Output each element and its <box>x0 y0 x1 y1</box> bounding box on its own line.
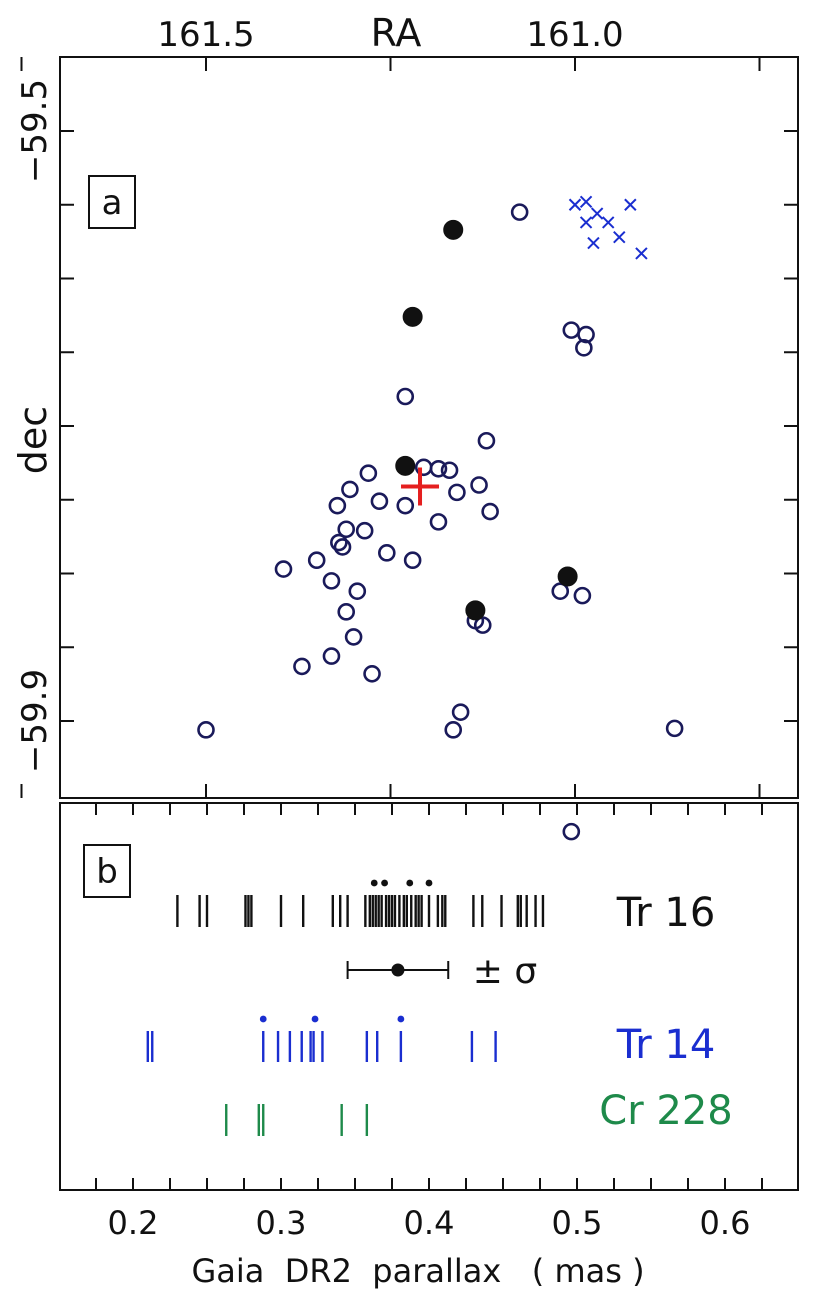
open-circle-point <box>481 502 499 521</box>
open-circle-point <box>378 544 396 562</box>
open-circle-point <box>344 628 363 646</box>
filled-circle-point <box>557 566 578 587</box>
cross-point <box>613 230 626 244</box>
error-bar-label: ± σ <box>473 951 537 992</box>
cross-point <box>602 216 615 229</box>
open-circle-point <box>337 520 356 539</box>
panel-a-x-tick-label: 161.0 <box>526 15 623 55</box>
open-circle-point <box>359 464 378 483</box>
open-circle-point <box>575 339 593 357</box>
open-circle-point <box>473 616 492 634</box>
panel-a-tick-labels: 161.5 161.0 −59.5 −59.9 <box>15 15 624 773</box>
open-circle-point <box>274 560 293 578</box>
panel-b-ticks <box>95 803 763 1190</box>
panel-a-y-tick-label: −59.5 <box>15 79 55 183</box>
open-circle-point <box>396 387 415 406</box>
open-circle-point <box>551 582 570 601</box>
panel-b-x-tick-label: 0.5 <box>552 1204 603 1242</box>
cross-point <box>587 236 600 250</box>
parallax-dot-mark <box>259 1015 267 1023</box>
cross-point <box>624 198 637 211</box>
parallax-dot-mark <box>370 879 378 887</box>
cross-point <box>579 216 593 229</box>
panel-a-x-tick-label: 161.5 <box>157 15 254 55</box>
open-circle-point <box>577 325 595 344</box>
error-bar-center <box>391 963 405 977</box>
panel-a-label: a <box>102 183 123 223</box>
cross-point <box>579 195 593 209</box>
panel-b-error-bar: ± σ <box>346 951 537 992</box>
parallax-dot-mark <box>425 879 433 887</box>
open-circle-point <box>396 496 415 515</box>
open-circle-point <box>341 480 359 499</box>
panel-b-x-tick-label: 0.2 <box>108 1204 159 1242</box>
panel-b-x-axis-label: Gaia DR2 parallax ( mas ) <box>191 1252 644 1289</box>
open-circle-point <box>448 483 466 502</box>
panel-b-series-names: Tr 16 Tr 14 Cr 228 <box>599 890 732 1134</box>
open-circle-point <box>477 431 496 450</box>
panel-b-tick-labels: 0.2 0.3 0.4 0.5 0.6 <box>108 1204 751 1242</box>
open-circle-point <box>470 476 488 494</box>
panel-b-x-tick-label: 0.3 <box>256 1204 307 1242</box>
open-circle-point <box>444 721 463 739</box>
open-circle-point <box>562 822 581 841</box>
open-circle-point <box>328 496 347 515</box>
panel-a-y-axis-label: dec <box>11 406 55 474</box>
open-circle-point <box>307 551 326 570</box>
open-circle-point <box>330 533 348 552</box>
filled-circle-point <box>395 455 416 476</box>
panel-a-frame <box>59 56 799 799</box>
series-name-label: Tr 16 <box>616 890 716 936</box>
open-circle-point <box>440 461 459 480</box>
series-name-label: Tr 14 <box>616 1022 716 1068</box>
panel-b-label: b <box>96 852 118 892</box>
open-circle-point <box>348 582 367 601</box>
parallax-dot-mark <box>381 879 388 887</box>
cluster-center-plus <box>401 467 440 506</box>
open-circle-point <box>370 492 389 511</box>
panel-b-label-box <box>83 844 131 898</box>
open-circle-point <box>429 459 448 478</box>
cross-point <box>590 207 604 220</box>
filled-circle-point <box>443 219 464 240</box>
parallax-dot-mark <box>406 879 414 887</box>
cross-point <box>568 198 582 211</box>
open-circle-point <box>665 719 684 738</box>
filled-circle-point <box>402 306 423 327</box>
open-circle-point <box>337 603 356 621</box>
open-circle-point <box>510 203 529 221</box>
panel-b-marks <box>146 879 545 1136</box>
panel-b: b Tr 16 Tr 14 Cr 228 ± σ 0.2 0.3 0.4 0.5 0.6 G… <box>59 802 799 1289</box>
panel-a-ticks <box>20 57 798 798</box>
panel-a-x-axis-label: RA <box>371 11 422 55</box>
open-circle-point <box>562 321 581 339</box>
open-circle-point <box>429 513 448 531</box>
open-circle-point <box>322 647 341 665</box>
open-circle-point <box>197 721 215 739</box>
open-circle-point <box>322 572 341 590</box>
panel-a-points <box>197 195 684 841</box>
filled-circle-point <box>465 600 486 621</box>
open-circle-point <box>355 521 374 540</box>
parallax-dot-mark <box>397 1015 405 1023</box>
open-circle-point <box>573 586 592 605</box>
open-circle-point <box>333 538 352 556</box>
open-circle-point <box>403 551 422 570</box>
panel-b-x-tick-label: 0.4 <box>404 1204 455 1242</box>
open-circle-point <box>451 703 470 721</box>
panel-a-label-box <box>88 175 136 229</box>
open-circle-point <box>363 664 381 683</box>
series-name-label: Cr 228 <box>599 1088 732 1134</box>
open-circle-point <box>293 657 311 676</box>
panel-a-y-tick-label: −59.9 <box>15 669 55 773</box>
panel-a: RA dec 161.5 161.0 −59.5 −59.9 a <box>11 11 799 841</box>
cross-point <box>635 247 648 260</box>
parallax-dot-mark <box>311 1015 319 1023</box>
open-circle-point <box>414 458 433 477</box>
panel-b-x-tick-label: 0.6 <box>700 1204 751 1242</box>
